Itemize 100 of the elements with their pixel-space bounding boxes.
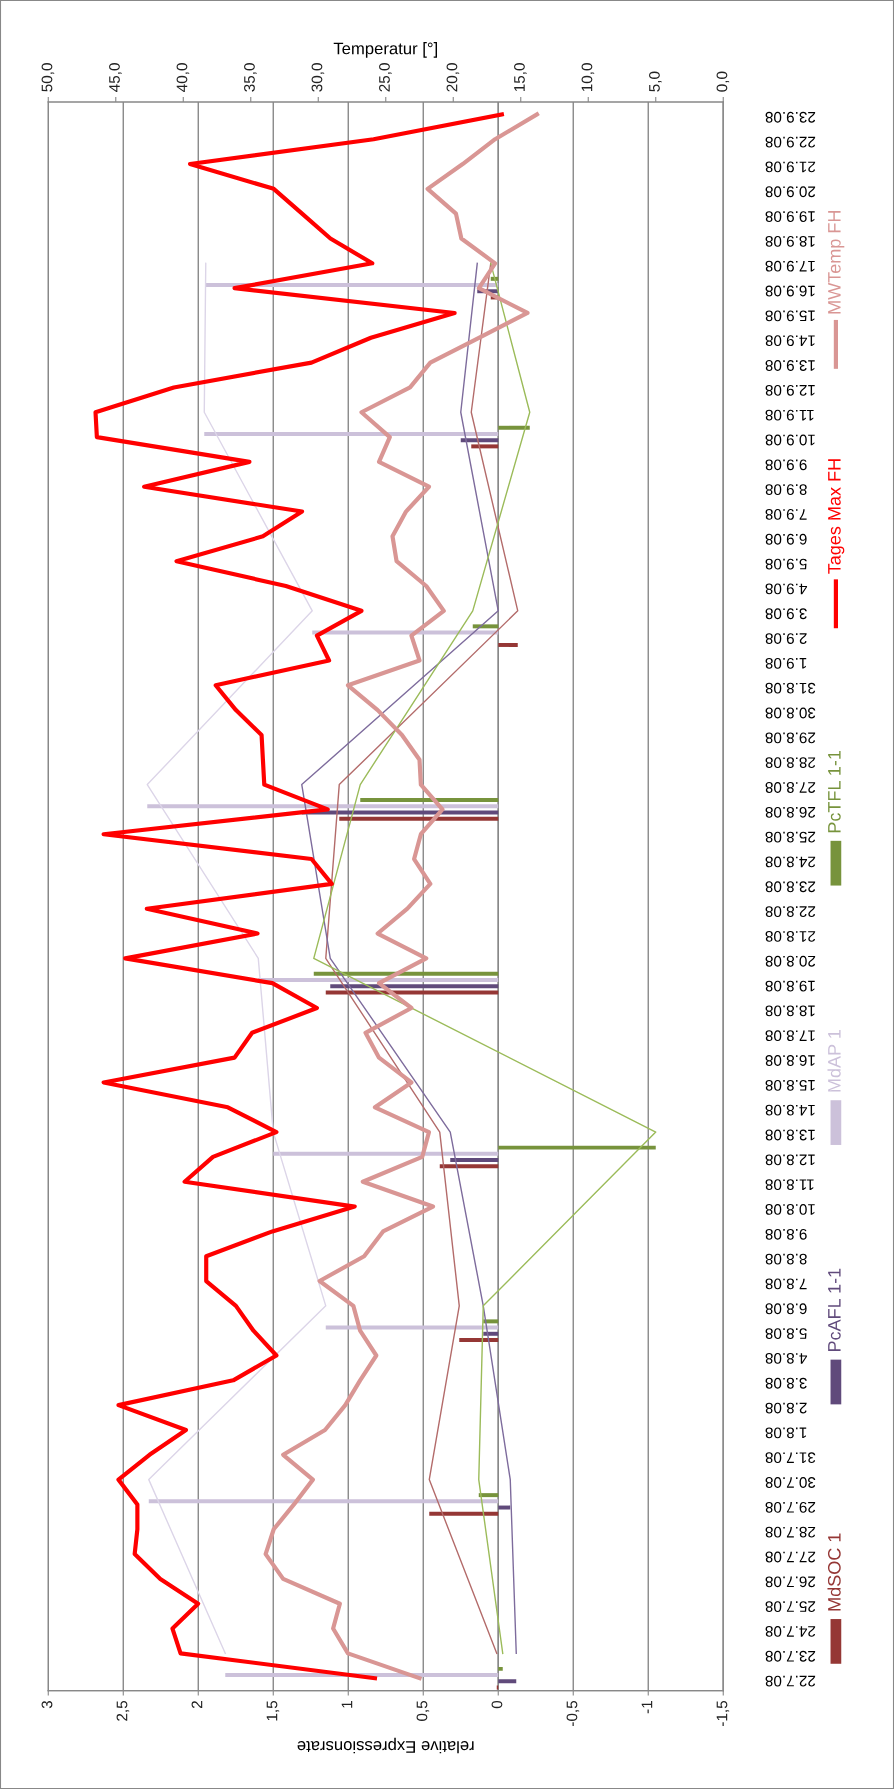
- y-tick-label: 30.8.08: [765, 707, 816, 719]
- y-tick-label: 28.7.08: [765, 1526, 816, 1538]
- x-tick-label: 2: [191, 1701, 203, 1709]
- y-tick-label: 22.8.08: [765, 906, 816, 917]
- x-axis-title: relative Expressionsrate: [297, 1737, 474, 1754]
- y-tick-label: 4.9.08: [765, 583, 808, 595]
- bar: [273, 1151, 499, 1156]
- x-tick-label: -1: [641, 1701, 653, 1714]
- y-tick-label: 23.7.08: [765, 1650, 816, 1662]
- y-tick-label: 19.9.08: [765, 211, 815, 222]
- y-tick-label: 23.9.08: [765, 111, 816, 123]
- y-tick-label: 14.9.08: [765, 335, 815, 347]
- y-tick-label: 24.8.08: [765, 856, 816, 868]
- y-tick-label: 22.9.08: [765, 136, 816, 148]
- x2-tick-label: 5,0: [649, 71, 662, 92]
- bar: [472, 624, 499, 629]
- y-tick-label: 12.8.08: [765, 1154, 815, 1166]
- y-tick-label: 21.9.08: [765, 161, 816, 173]
- y-tick-label: 23.8.08: [765, 881, 816, 893]
- text: PcAFL 1-1: [828, 1268, 841, 1351]
- y-tick-label: 11.9.08: [765, 409, 814, 421]
- y-tick-label: 15.9.08: [765, 310, 815, 322]
- x2-tick-label: 50,0: [41, 63, 55, 92]
- y-tick-label: 24.7.08: [765, 1626, 816, 1637]
- y-tick-label: 3.9.08: [765, 608, 807, 620]
- y-tick-label: 20.8.08: [765, 955, 816, 967]
- y-tick-label: 15.8.08: [765, 1079, 815, 1091]
- x-tick-label: 0: [491, 1700, 503, 1709]
- y-tick-label: 8.8.08: [765, 1253, 807, 1265]
- y-tick-label: 28.8.08: [765, 757, 816, 769]
- y-tick-label: 21.8.08: [765, 931, 816, 942]
- x-tick-label: 3: [41, 1701, 53, 1709]
- x2-tick-label: 0,0: [716, 71, 730, 92]
- y-tick-label: 5.8.08: [765, 1328, 807, 1339]
- x-tick-label: 1: [341, 1701, 353, 1708]
- x-tick-label: -0,5: [566, 1700, 580, 1726]
- x-tick-label: 1,5: [266, 1700, 280, 1721]
- x2-tick-label: 20,0: [446, 63, 460, 92]
- y-tick-label: 19.8.08: [765, 980, 815, 992]
- bar: [325, 1325, 499, 1330]
- y-tick-label: 17.9.08: [765, 260, 815, 272]
- y-tick-label: 14.8.08: [765, 1104, 815, 1116]
- y-tick-label: 31.7.08: [765, 1452, 816, 1464]
- text: MWTemp FH: [828, 211, 845, 314]
- x2-tick-label: 15,0: [514, 63, 527, 92]
- bar: [498, 425, 530, 430]
- bar: [478, 1493, 499, 1498]
- bar: [498, 642, 518, 647]
- y-tick-label: 16.8.08: [765, 1055, 815, 1066]
- text: PcTFL 1-1: [828, 750, 841, 833]
- bar: [360, 798, 499, 803]
- y-tick-label: 2.8.08: [765, 1402, 807, 1414]
- y-tick-label: 25.7.08: [765, 1601, 816, 1613]
- y-tick-label: 2.9.08: [765, 633, 807, 644]
- bar: [498, 1666, 503, 1671]
- y-tick-label: 4.8.08: [765, 1352, 808, 1364]
- y-tick-label: 1.9.08: [765, 657, 807, 669]
- y-tick-label: 5.9.08: [765, 558, 807, 570]
- x-tick-label: 2,5: [116, 1700, 130, 1721]
- y-tick-label: 7.8.08: [765, 1278, 807, 1290]
- y-tick-label: 18.8.08: [765, 1005, 815, 1017]
- bar: [339, 816, 499, 821]
- x2-tick-label: 25,0: [379, 63, 392, 92]
- y-tick-label: 16.9.08: [765, 285, 815, 297]
- x2-tick-label: 45,0: [109, 63, 122, 92]
- y-tick-label: 26.8.08: [765, 806, 816, 818]
- y-tick-label: 27.7.08: [765, 1551, 816, 1563]
- y-tick-label: 11.8.08: [765, 1179, 814, 1191]
- bar: [439, 1164, 499, 1169]
- y-tick-label: 3.8.08: [765, 1377, 807, 1389]
- x2-tick-label: 40,0: [176, 63, 190, 92]
- y-tick-label: 30.7.08: [765, 1477, 816, 1488]
- y-tick-label: 1.8.08: [765, 1427, 807, 1439]
- bar: [459, 1338, 499, 1342]
- y-tick-label: 17.8.08: [765, 1030, 815, 1042]
- bar: [330, 984, 499, 989]
- y-tick-label: 29.7.08: [765, 1501, 816, 1513]
- text: Tages Max FH: [828, 459, 845, 574]
- y-tick-label: 13.8.08: [765, 1129, 815, 1141]
- bar: [325, 990, 499, 995]
- y-tick-label: 26.7.08: [765, 1576, 816, 1588]
- bar: [498, 1145, 656, 1150]
- bar: [483, 1331, 499, 1336]
- bar: [429, 1511, 499, 1516]
- x-tick-label: -1,5: [716, 1700, 730, 1726]
- bar: [204, 431, 499, 436]
- bar: [498, 1505, 511, 1510]
- y-tick-label: 10.8.08: [765, 1204, 815, 1215]
- y-tick-label: 8.9.08: [765, 484, 807, 496]
- y-tick-label: 6.8.08: [765, 1303, 807, 1315]
- x2-tick-label: 35,0: [244, 63, 257, 92]
- y-tick-label: 25.8.08: [765, 831, 816, 843]
- y-tick-label: 9.9.08: [765, 459, 807, 471]
- y-tick-label: 20.9.08: [765, 186, 816, 198]
- bar: [450, 1158, 499, 1163]
- x2-tick-label: 10,0: [581, 63, 595, 92]
- bar: [147, 804, 499, 809]
- y-tick-label: 27.8.08: [765, 782, 816, 793]
- x-tick-label: 0,5: [416, 1700, 430, 1721]
- y-tick-label: 12.9.08: [765, 384, 815, 396]
